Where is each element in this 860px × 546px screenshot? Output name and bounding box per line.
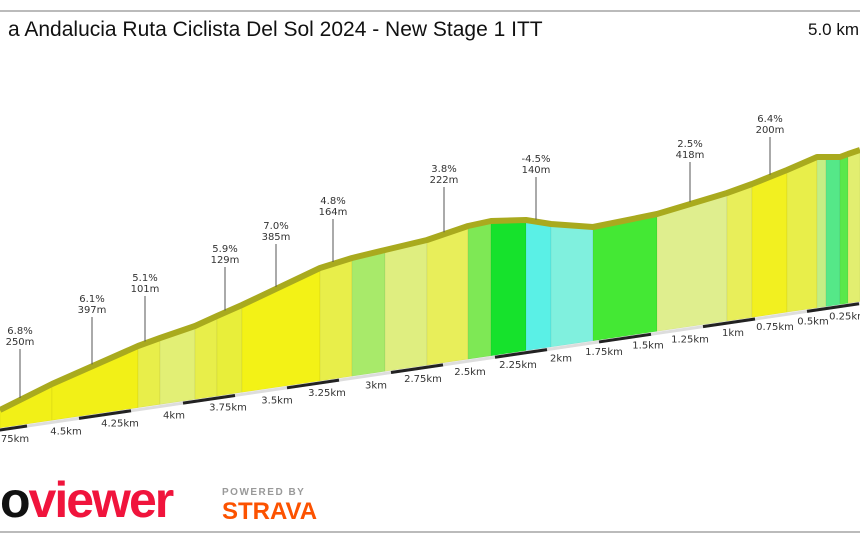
distance-dash <box>286 378 340 390</box>
profile-segment <box>490 219 527 357</box>
distance-dash <box>806 302 860 313</box>
km-marker: 0.25km <box>829 311 860 322</box>
annotation-length: 397m <box>78 305 107 316</box>
distance-dash <box>702 317 756 329</box>
profile-segment <box>216 304 243 397</box>
annotation-grade: 4.8% <box>320 196 345 207</box>
km-marker: 3.75km <box>209 402 247 413</box>
distance-dash <box>78 409 132 420</box>
annotation-length: 129m <box>211 255 240 266</box>
annotation-grade: 3.8% <box>431 164 456 175</box>
page-title: a Andalucia Ruta Ciclista Del Sol 2024 -… <box>8 18 543 41</box>
veloviewer-logo[interactable]: oviewer <box>0 472 174 528</box>
profile-segment <box>726 183 753 322</box>
km-marker: 0.5km <box>797 316 828 327</box>
km-marker: 1.25km <box>671 335 709 346</box>
distance-dash <box>494 348 548 359</box>
annotation-grade: 5.1% <box>132 273 157 284</box>
km-marker: 4.5km <box>50 426 81 437</box>
profile-segment <box>825 156 841 307</box>
powered-by-label: POWERED BY <box>222 487 306 498</box>
profile-segment <box>751 169 788 318</box>
strava-logo[interactable]: STRAVA <box>222 498 318 525</box>
annotation-grade: 6.8% <box>7 326 32 337</box>
profile-segment <box>467 220 492 360</box>
km-marker: 3km <box>365 381 387 392</box>
profile-segment <box>839 153 849 305</box>
annotation-length: 101m <box>131 284 160 295</box>
profile-segment <box>816 156 827 309</box>
profile-segment <box>525 219 552 352</box>
km-marker: 0.75km <box>756 322 794 333</box>
km-marker: 2.5km <box>454 367 485 378</box>
profile-segment <box>51 345 139 421</box>
km-marker: 1.75km <box>585 347 623 358</box>
annotation-length: 140m <box>522 165 551 176</box>
annotation-length: 164m <box>319 207 348 218</box>
km-marker: 4km <box>163 410 185 421</box>
profile-segment <box>194 315 218 400</box>
km-marker: 1.5km <box>632 341 663 352</box>
km-marker: 2.75km <box>404 374 442 385</box>
annotation-length: 418m <box>676 150 705 161</box>
profile-segment <box>426 225 469 366</box>
km-marker: 3.25km <box>308 388 346 399</box>
profile-segment <box>319 257 353 382</box>
total-distance: 5.0 km <box>808 20 860 39</box>
km-marker: 1km <box>722 328 744 339</box>
annotation-grade: 7.0% <box>263 221 288 232</box>
annotation-length: 250m <box>6 337 35 348</box>
distance-dash <box>0 424 28 432</box>
profile-segment <box>786 156 818 313</box>
profile-segment <box>847 149 860 304</box>
profile-segment <box>592 213 658 342</box>
profile-segment <box>550 223 594 348</box>
distance-dash <box>598 332 652 344</box>
annotation-grade: 6.1% <box>79 294 104 305</box>
annotation-grade: 6.4% <box>757 114 782 125</box>
annotation-grade: 5.9% <box>212 244 237 255</box>
bottom-divider <box>0 531 860 533</box>
km-marker: 75km <box>1 434 29 445</box>
annotation-length: 222m <box>430 175 459 186</box>
annotation-grade: 2.5% <box>677 139 702 150</box>
annotation-length: 385m <box>262 232 291 243</box>
profile-segment <box>137 337 161 409</box>
top-divider <box>0 10 860 12</box>
km-marker: 3.5km <box>261 395 292 406</box>
km-marker: 4.25km <box>101 418 139 429</box>
profile-top-edge <box>0 147 860 413</box>
profile-segment <box>384 239 428 372</box>
annotation-grade: -4.5% <box>521 154 550 165</box>
annotation-length: 200m <box>756 125 785 136</box>
distance-dash <box>390 363 444 375</box>
distance-dash <box>182 393 236 405</box>
km-marker: 2.25km <box>499 360 537 371</box>
km-marker: 2km <box>550 354 572 365</box>
profile-segment <box>351 249 386 377</box>
